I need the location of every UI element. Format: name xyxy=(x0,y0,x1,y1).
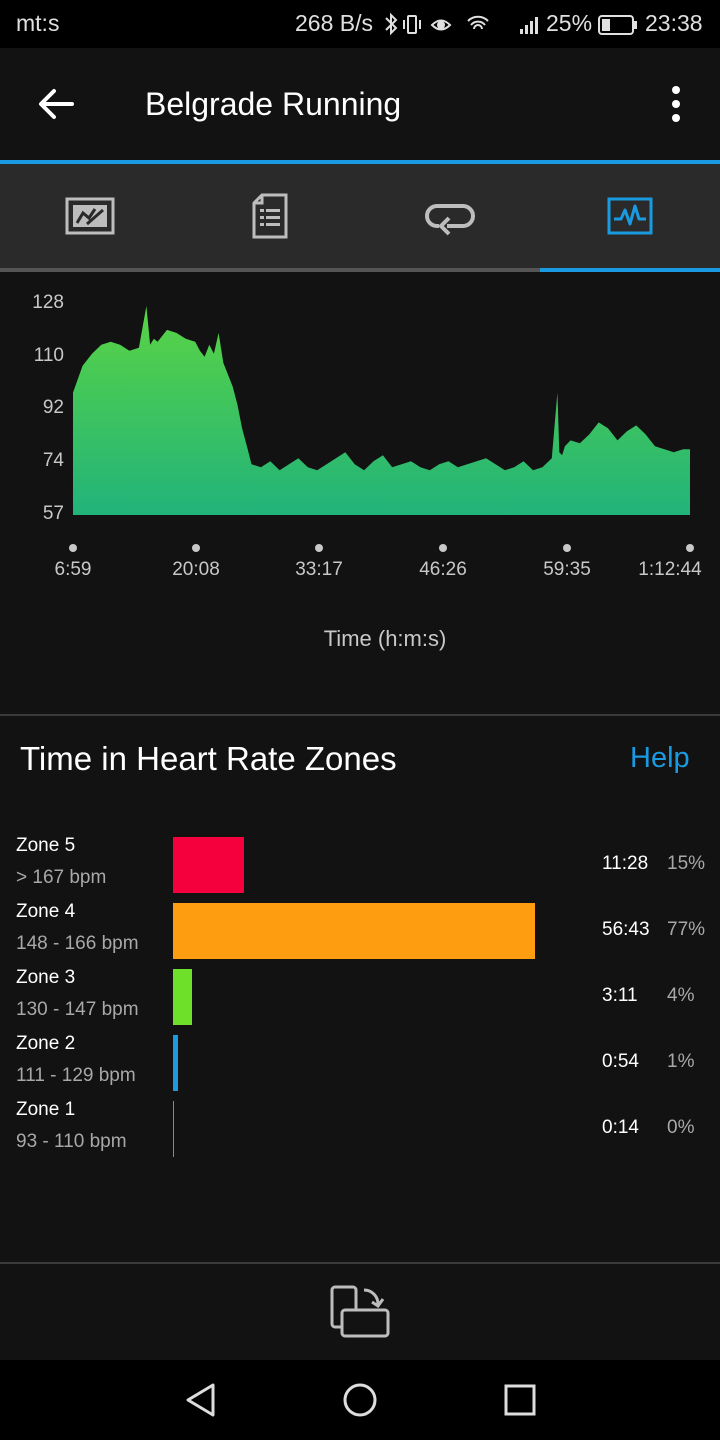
y-tick-label: 57 xyxy=(42,503,64,524)
zone-bar xyxy=(173,837,244,893)
laps-loop-icon xyxy=(425,204,475,236)
tab-heart-rate[interactable] xyxy=(540,164,720,268)
x-axis-title: Time (h:m:s) xyxy=(323,626,447,651)
zone-row-1: Zone 1 93 - 110 bpm 0:14 0% xyxy=(0,1099,720,1165)
x-tick-label: 6:59 xyxy=(54,559,92,580)
zone-percent: 77% xyxy=(667,919,706,940)
system-nav-bar xyxy=(0,1360,720,1440)
zone-bar xyxy=(173,1101,174,1157)
tab-underline xyxy=(0,268,720,272)
status-bar: mt:s 268 B/s 25% 23:38 xyxy=(0,0,720,48)
zone-time: 56:43 xyxy=(602,919,650,940)
wifi-icon xyxy=(467,15,489,30)
zone-time: 3:11 xyxy=(602,985,638,1006)
x-tick-label: 33:17 xyxy=(295,559,343,580)
zone-range: > 167 bpm xyxy=(16,867,107,888)
zone-range: 130 - 147 bpm xyxy=(16,999,139,1020)
zone-bar xyxy=(173,969,192,1025)
x-tick-dot xyxy=(439,544,447,552)
zone-row-5: Zone 5 > 167 bpm 11:28 15% xyxy=(0,835,720,901)
zone-name: Zone 2 xyxy=(16,1033,76,1054)
bottom-divider xyxy=(0,1262,720,1264)
tab-map[interactable] xyxy=(0,164,180,268)
zone-time: 11:28 xyxy=(602,853,649,874)
zone-name: Zone 3 xyxy=(16,967,76,988)
zone-percent: 4% xyxy=(667,985,695,1006)
help-link[interactable]: Help xyxy=(630,742,690,774)
carrier-text: mt:s xyxy=(16,10,60,36)
rotate-device-icon[interactable] xyxy=(328,1284,392,1340)
x-tick-label: 59:35 xyxy=(543,559,591,580)
eye-icon xyxy=(430,19,452,31)
heart-rate-chart: 128 110 92 74 57 6:59 20:08 33:17 46:26 … xyxy=(0,272,720,712)
map-icon xyxy=(65,197,115,235)
zone-time: 0:14 xyxy=(602,1117,639,1138)
zone-percent: 15% xyxy=(667,853,706,874)
x-tick-dot xyxy=(563,544,571,552)
x-tick-label: 46:26 xyxy=(419,559,467,580)
x-tick-label: 20:08 xyxy=(172,559,220,580)
section-divider xyxy=(0,714,720,716)
bluetooth-icon xyxy=(385,12,398,36)
zone-row-4: Zone 4 148 - 166 bpm 56:43 77% xyxy=(0,901,720,967)
y-tick-label: 110 xyxy=(33,345,64,366)
back-arrow-icon[interactable] xyxy=(36,86,76,122)
status-icons xyxy=(385,12,489,36)
more-vert-icon[interactable] xyxy=(664,84,688,124)
heart-rate-graph-icon xyxy=(607,197,653,235)
zone-row-3: Zone 3 130 - 147 bpm 3:11 4% xyxy=(0,967,720,1033)
battery-icon xyxy=(598,15,637,35)
zone-range: 111 - 129 bpm xyxy=(16,1065,136,1086)
zone-percent: 0% xyxy=(667,1117,695,1138)
tab-details[interactable] xyxy=(180,164,360,268)
zone-row-2: Zone 2 111 - 129 bpm 0:54 1% xyxy=(0,1033,720,1099)
page-title: Belgrade Running xyxy=(145,86,402,122)
vibrate-icon xyxy=(407,15,417,34)
zone-name: Zone 1 xyxy=(16,1099,76,1120)
x-tick-dot xyxy=(192,544,200,552)
y-tick-label: 128 xyxy=(32,292,64,313)
heart-rate-area xyxy=(73,306,690,515)
tab-laps[interactable] xyxy=(360,164,540,268)
y-tick-label: 92 xyxy=(42,397,64,418)
x-tick-label: 1:12:44 xyxy=(638,559,702,580)
zone-range: 93 - 110 bpm xyxy=(16,1131,127,1152)
battery-percent: 25% xyxy=(546,10,593,36)
zone-bar xyxy=(173,1035,178,1091)
app-bar: Belgrade Running xyxy=(0,48,720,160)
zone-percent: 1% xyxy=(667,1051,695,1072)
x-tick-dot xyxy=(315,544,323,552)
nav-home-icon[interactable] xyxy=(342,1382,378,1418)
zone-time: 0:54 xyxy=(602,1051,639,1072)
y-tick-label: 74 xyxy=(42,450,64,471)
header-accent-rule xyxy=(0,160,720,164)
tab-active-indicator xyxy=(540,268,720,272)
heart-rate-plot xyxy=(73,306,690,515)
tab-bar xyxy=(0,164,720,268)
nav-recents-icon[interactable] xyxy=(503,1383,537,1417)
zone-bar xyxy=(173,903,535,959)
zone-range: 148 - 166 bpm xyxy=(16,933,139,954)
nav-back-icon[interactable] xyxy=(184,1382,218,1418)
x-tick-dot xyxy=(686,544,694,552)
network-speed: 268 B/s xyxy=(295,10,373,36)
zone-name: Zone 4 xyxy=(16,901,76,922)
zone-name: Zone 5 xyxy=(16,835,76,856)
x-tick-dot xyxy=(69,544,77,552)
document-list-icon xyxy=(252,193,288,239)
zones-section-title: Time in Heart Rate Zones xyxy=(20,740,397,777)
signal-icon xyxy=(520,17,538,34)
clock: 23:38 xyxy=(645,10,703,36)
bottom-action-bar xyxy=(0,1264,720,1360)
